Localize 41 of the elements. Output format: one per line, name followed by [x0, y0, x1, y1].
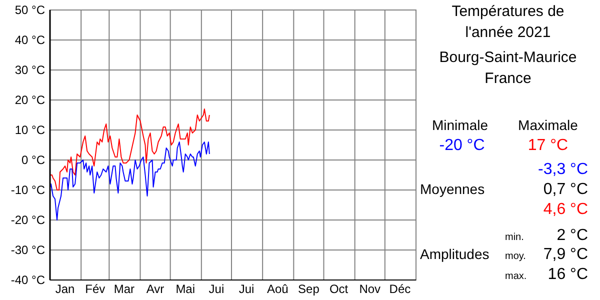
x-tick-label: Mar	[114, 282, 135, 296]
text: Températures de l'année 2021	[452, 3, 564, 41]
text: 16 °C	[548, 266, 588, 283]
text: Minimale	[432, 117, 488, 133]
text: -20 °C	[439, 137, 485, 154]
x-tick-label: Aoû	[266, 282, 288, 296]
text: Maximale	[518, 117, 578, 133]
x-tick-label: Mai	[176, 282, 196, 296]
x-tick-label: Déc	[389, 282, 411, 296]
text: Bourg-Saint-Maurice France	[439, 49, 577, 87]
x-tick-label: Jui	[238, 282, 254, 296]
text: -3,3 °C	[538, 161, 588, 178]
x-tick-label: Oct	[329, 282, 349, 296]
text: 2 °C	[556, 227, 588, 244]
line-series	[50, 142, 210, 220]
y-tick-label: 20 °C	[14, 93, 46, 108]
text: Moyennes	[420, 181, 485, 197]
y-tick-label: -20 °C	[10, 213, 46, 228]
y-tick-label: 40 °C	[14, 33, 46, 48]
text: 7,9 °C	[543, 246, 588, 263]
x-tick-label: Avr	[146, 282, 164, 296]
x-tick-label: Jui	[208, 282, 224, 296]
x-tick-label: Sep	[298, 282, 320, 296]
y-tick-label: 0 °C	[22, 153, 46, 168]
x-tick-label: Fév	[85, 282, 106, 296]
text: 0,7 °C	[543, 181, 588, 198]
y-tick-label: -10 °C	[10, 183, 46, 198]
x-tick-label: Nov	[359, 282, 381, 296]
text: Amplitudes	[420, 246, 490, 262]
text: moy.	[505, 251, 526, 262]
y-tick-label: 10 °C	[14, 123, 46, 138]
y-tick-label: -40 °C	[10, 273, 46, 288]
x-tick-label: Jan	[55, 282, 75, 296]
y-tick-label: 50 °C	[14, 3, 46, 18]
text: 17 °C	[528, 137, 568, 154]
y-tick-label: 30 °C	[14, 63, 46, 78]
line-series	[50, 108, 210, 190]
y-tick-label: -30 °C	[10, 243, 46, 258]
text: 4,6 °C	[543, 201, 588, 218]
text: min.	[505, 232, 524, 243]
text: max.	[505, 271, 527, 282]
